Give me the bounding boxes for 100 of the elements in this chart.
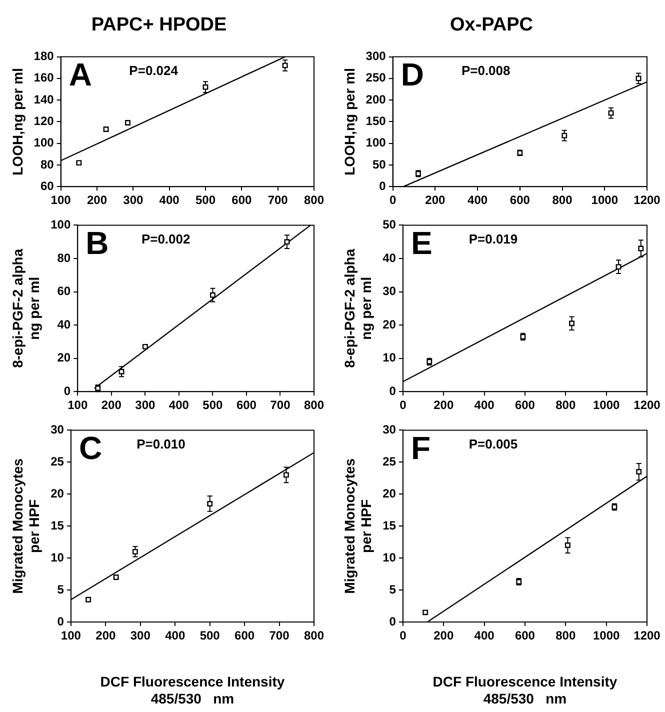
x-tick-label: 700 bbox=[269, 628, 290, 643]
annotation: F bbox=[410, 430, 430, 466]
point bbox=[284, 472, 289, 478]
x-tick-label: 0 bbox=[400, 398, 407, 412]
y-tick-label: 25 bbox=[50, 454, 64, 468]
y-tick-label: 0 bbox=[64, 384, 71, 398]
y-tick-label: 100 bbox=[366, 136, 386, 150]
x-tick-label: 0 bbox=[400, 628, 407, 643]
point bbox=[562, 132, 568, 138]
y-tick-label: 80 bbox=[57, 250, 71, 265]
y-tick-label: 30 bbox=[382, 284, 396, 298]
annotation: P=0.002 bbox=[141, 231, 190, 246]
annotation: B bbox=[86, 225, 109, 262]
y-tick-label: 10 bbox=[382, 550, 396, 564]
point bbox=[569, 320, 574, 326]
x-tick-label: 400 bbox=[159, 193, 180, 208]
point bbox=[636, 76, 642, 82]
y-axis-title: 8-epi-PGF-2 alpha ng per ml bbox=[341, 248, 374, 368]
x-tick-label: 200 bbox=[101, 398, 122, 412]
x-tick-label: 400 bbox=[474, 628, 495, 643]
x-tick-label: 600 bbox=[236, 398, 257, 412]
y-tick-label: 60 bbox=[57, 284, 71, 298]
y-tick-label: 25 bbox=[382, 454, 396, 468]
x-tick-label: 800 bbox=[556, 398, 576, 412]
y-axis-title: LOOH,ng per ml bbox=[341, 68, 358, 176]
x-tick-label: 1000 bbox=[592, 628, 620, 643]
x-axis-title: DCF Fluorescence Intensity 485/530 nm bbox=[100, 674, 285, 706]
y-tick-label: 20 bbox=[57, 350, 71, 365]
point bbox=[608, 110, 614, 116]
point bbox=[636, 469, 642, 474]
y-tick-label: 40 bbox=[382, 250, 396, 265]
x-tick-label: 800 bbox=[304, 193, 324, 208]
point bbox=[132, 548, 138, 554]
x-tick-label: 200 bbox=[425, 193, 446, 208]
point bbox=[282, 62, 288, 68]
x-tick-label: 200 bbox=[434, 628, 454, 643]
y-tick-label: 15 bbox=[50, 518, 64, 532]
x-tick-label: 600 bbox=[510, 193, 530, 208]
y-tick-label: 5 bbox=[389, 582, 396, 596]
y-tick-label: 30 bbox=[50, 422, 64, 437]
x-tick-label: 500 bbox=[200, 628, 220, 643]
x-tick-label: 300 bbox=[123, 193, 144, 208]
y-tick-label: 120 bbox=[34, 114, 54, 128]
y-tick-label: 0 bbox=[379, 178, 386, 193]
y-tick-label: 140 bbox=[34, 92, 54, 106]
y-tick-label: 20 bbox=[382, 317, 396, 332]
y-axis-title: 8-epi-PGF-2 alpha ng per ml bbox=[9, 248, 42, 368]
point bbox=[284, 239, 290, 245]
x-tick-label: 600 bbox=[514, 628, 536, 643]
annotation: P=0.019 bbox=[468, 231, 518, 246]
y-tick-label: 0 bbox=[57, 614, 64, 628]
x-tick-label: 400 bbox=[468, 193, 488, 208]
annotation: A bbox=[68, 56, 92, 93]
x-tick-label: 700 bbox=[268, 193, 288, 208]
annotation: C bbox=[78, 430, 102, 466]
y-tick-label: 20 bbox=[50, 486, 64, 500]
x-tick-label: 800 bbox=[556, 628, 576, 643]
x-tick-label: 200 bbox=[86, 193, 108, 208]
x-tick-label: 200 bbox=[434, 398, 454, 412]
annotation: D bbox=[400, 56, 424, 93]
x-tick-label: 800 bbox=[304, 398, 324, 412]
annotation: P=0.024 bbox=[129, 62, 179, 78]
x-tick-label: 1200 bbox=[634, 193, 661, 208]
annotation: P=0.005 bbox=[468, 436, 518, 452]
x-axis-title: DCF Fluorescence Intensity 485/530 nm bbox=[432, 674, 618, 706]
point bbox=[118, 368, 124, 374]
y-tick-label: 15 bbox=[382, 518, 396, 532]
x-tick-label: 200 bbox=[96, 628, 116, 643]
y-axis-title: Migrated Monocytes per HPF bbox=[9, 458, 42, 594]
chart-title: PAPC+ HPODE bbox=[91, 14, 227, 36]
x-tick-label: 1000 bbox=[592, 398, 620, 412]
x-tick-label: 100 bbox=[68, 398, 88, 412]
y-tick-label: 50 bbox=[382, 218, 396, 232]
x-tick-label: 600 bbox=[232, 193, 252, 208]
y-tick-label: 5 bbox=[57, 582, 64, 596]
y-axis-title: LOOH,ng per ml bbox=[9, 68, 26, 176]
x-tick-label: 1200 bbox=[634, 628, 661, 643]
y-tick-label: 250 bbox=[366, 70, 386, 85]
y-tick-label: 30 bbox=[382, 422, 396, 437]
annotation: E bbox=[410, 225, 432, 262]
y-tick-label: 40 bbox=[57, 317, 71, 332]
point bbox=[207, 501, 213, 506]
y-tick-label: 0 bbox=[389, 384, 396, 398]
y-tick-label: 200 bbox=[366, 92, 386, 106]
x-tick-label: 500 bbox=[202, 398, 224, 412]
x-tick-label: 800 bbox=[552, 193, 573, 208]
annotation: P=0.010 bbox=[136, 436, 186, 452]
y-tick-label: 160 bbox=[34, 70, 54, 85]
y-axis-title: Migrated Monocytes per HPF bbox=[341, 458, 374, 594]
y-tick-label: 100 bbox=[50, 218, 71, 232]
y-tick-label: 0 bbox=[389, 614, 396, 628]
x-tick-label: 300 bbox=[130, 628, 151, 643]
x-tick-label: 500 bbox=[195, 193, 216, 208]
x-tick-label: 300 bbox=[135, 398, 156, 412]
annotation: P=0.008 bbox=[461, 62, 510, 78]
y-tick-label: 10 bbox=[382, 350, 396, 365]
x-tick-label: 700 bbox=[270, 398, 291, 412]
point bbox=[616, 264, 622, 270]
y-tick-label: 10 bbox=[50, 550, 64, 564]
x-tick-label: 600 bbox=[234, 628, 255, 643]
